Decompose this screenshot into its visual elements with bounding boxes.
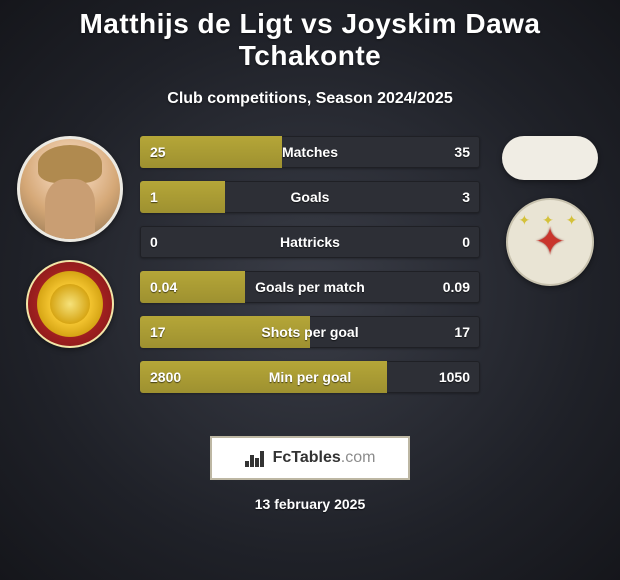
stat-value-right: 0.09 xyxy=(443,279,470,295)
fctables-logo: FcTables.com xyxy=(210,436,410,480)
page-title: Matthijs de Ligt vs Joyskim Dawa Tchakon… xyxy=(0,8,620,72)
left-player-column xyxy=(10,136,130,348)
logo-text: FcTables.com xyxy=(273,449,376,467)
stat-label: Goals per match xyxy=(140,279,480,295)
comparison-panel: ✦ ✦ ✦ ✦ 25Matches35 1Goals3 0Hattricks0 0.0… xyxy=(0,136,620,416)
right-player-avatar xyxy=(502,136,598,180)
right-player-column: ✦ ✦ ✦ ✦ xyxy=(490,136,610,286)
stat-label: Hattricks xyxy=(140,234,480,250)
stat-value-right: 17 xyxy=(454,324,470,340)
stat-row: 1Goals3 xyxy=(140,181,480,213)
logo-domain: .com xyxy=(341,449,376,466)
stat-label: Min per goal xyxy=(140,369,480,385)
left-player-avatar xyxy=(17,136,123,242)
stat-row: 2800Min per goal1050 xyxy=(140,361,480,393)
stat-label: Shots per goal xyxy=(140,324,480,340)
date-label: 13 february 2025 xyxy=(0,496,620,512)
stat-row: 0.04Goals per match0.09 xyxy=(140,271,480,303)
bar-chart-icon xyxy=(245,449,267,467)
stat-value-right: 3 xyxy=(462,189,470,205)
right-club-badge: ✦ ✦ ✦ ✦ xyxy=(506,198,594,286)
subtitle: Club competitions, Season 2024/2025 xyxy=(0,90,620,108)
stats-list: 25Matches35 1Goals3 0Hattricks0 0.04Goals p… xyxy=(140,136,480,393)
stat-row: 17Shots per goal17 xyxy=(140,316,480,348)
stat-row: 25Matches35 xyxy=(140,136,480,168)
left-club-badge xyxy=(26,260,114,348)
stat-label: Matches xyxy=(140,144,480,160)
stat-value-right: 1050 xyxy=(439,369,470,385)
stat-row: 0Hattricks0 xyxy=(140,226,480,258)
stat-value-right: 0 xyxy=(462,234,470,250)
logo-brand: FcTables xyxy=(273,449,341,466)
stat-value-right: 35 xyxy=(454,144,470,160)
stat-label: Goals xyxy=(140,189,480,205)
